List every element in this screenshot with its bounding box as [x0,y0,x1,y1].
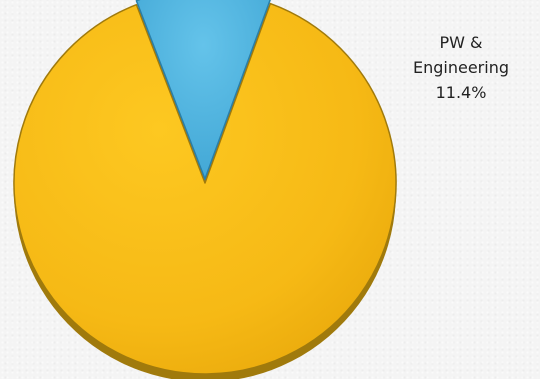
slice-label-line-2: Engineering [413,58,509,77]
pie-slice-main [13,2,397,375]
pie-slice-pw-engineering [135,0,271,180]
slice-label-value: 11.4% [435,83,487,102]
pie-layer [13,0,397,379]
slice-label-line-1: PW & [439,33,483,52]
slice-label-pw-engineering: PW & Engineering 11.4% [386,30,536,105]
